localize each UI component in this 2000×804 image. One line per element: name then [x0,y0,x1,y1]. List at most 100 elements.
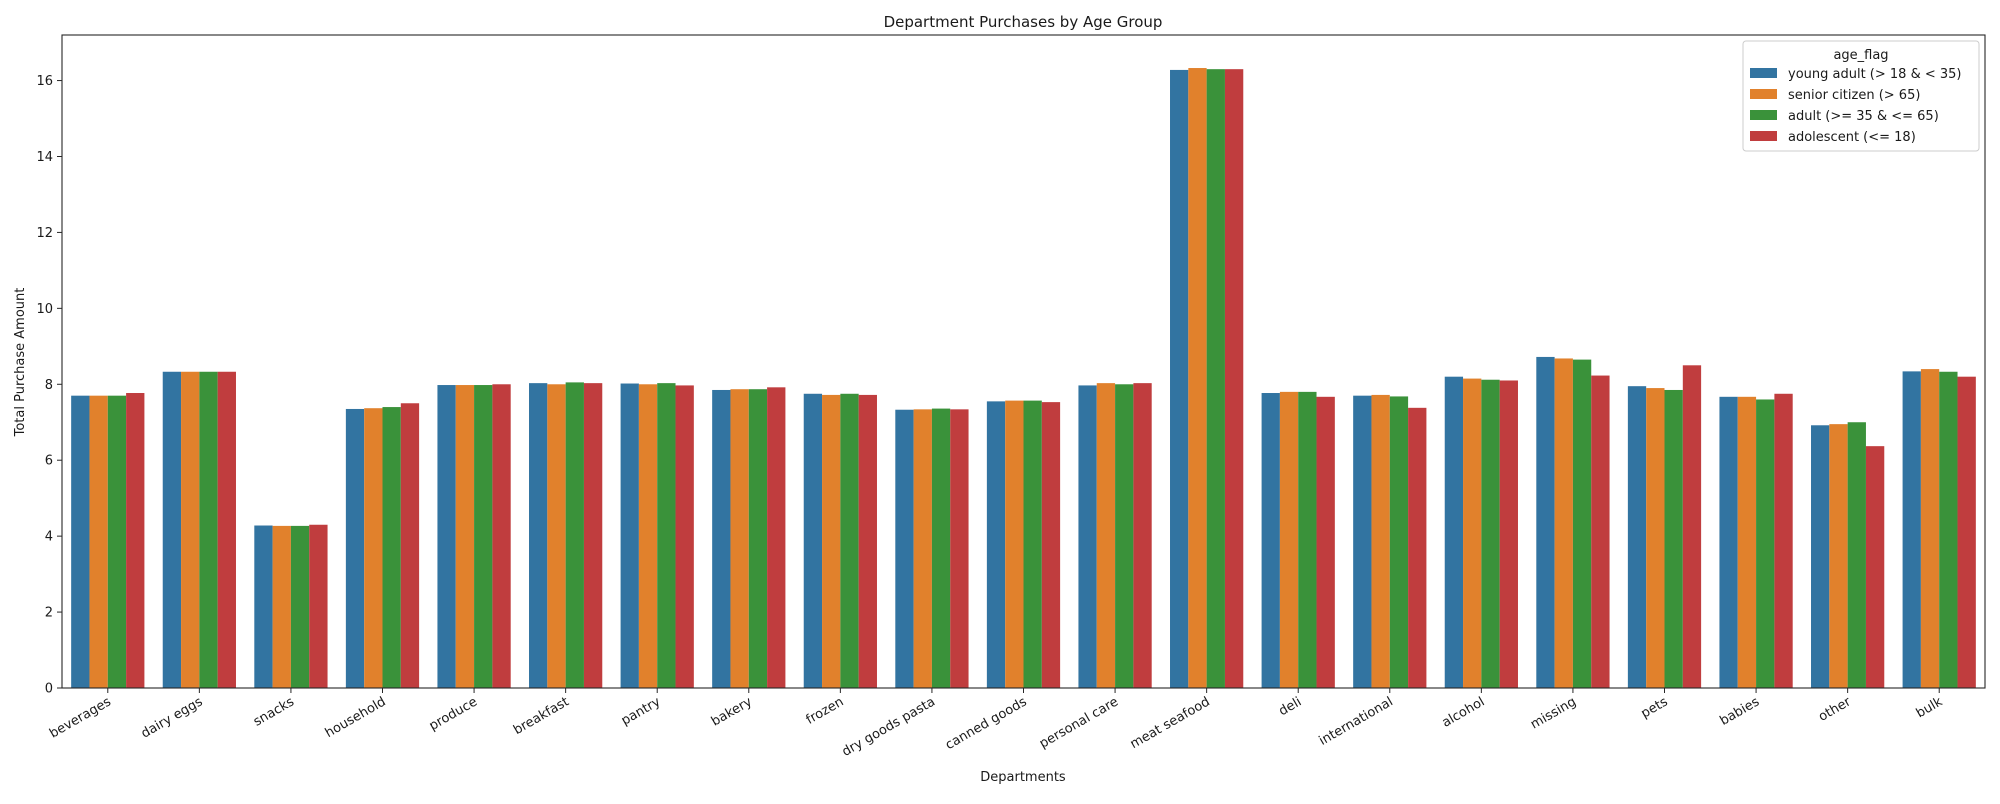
bar-0-2 [107,395,127,688]
legend-box [1742,40,1980,152]
bar-16-1 [1554,358,1573,688]
bar-18-1 [1737,396,1757,688]
bar-15-0 [1444,376,1464,688]
bar-11-1 [1096,383,1116,688]
legend-title: age_flag [1833,48,1888,63]
bar-5-2 [565,382,584,688]
bar-14-1 [1371,394,1390,688]
bar-7-1 [730,389,749,688]
bar-17-1 [1646,388,1665,688]
y-tick-label: 8 [45,378,53,393]
bar-18-2 [1756,399,1775,688]
bar-9-2 [931,408,951,688]
bar-17-0 [1627,386,1647,688]
x-tick-label: pantry [619,694,664,728]
x-tick-label: alcohol [1440,694,1488,730]
legend-entry: senior citizen (> 65) [1788,88,1920,103]
bar-4-0 [437,385,456,688]
bar-14-3 [1408,407,1427,688]
bar-0-0 [71,395,90,688]
bar-15-3 [1499,380,1518,688]
bar-9-3 [950,409,969,688]
bar-8-1 [822,394,841,688]
bar-19-0 [1811,425,1830,688]
bar-12-1 [1188,68,1207,688]
bar-0-3 [126,393,145,688]
bar-2-0 [254,525,273,688]
bar-12-2 [1206,69,1225,689]
bar-7-0 [712,389,731,688]
bar-10-2 [1023,400,1042,688]
bar-19-3 [1865,446,1885,688]
bar-13-2 [1298,391,1317,688]
y-tick-label: 16 [36,74,53,89]
bar-10-1 [1005,400,1024,688]
y-tick-label: 10 [36,302,53,317]
bar-1-3 [217,371,236,688]
bar-13-0 [1261,393,1280,688]
x-tick-label: personal care [1037,694,1121,751]
bar-9-1 [913,409,932,688]
bar-4-3 [492,384,511,688]
bar-13-3 [1316,396,1335,688]
x-tick-label: bakery [709,694,755,729]
legend: age_flag young adult (> 18 & < 35) senior… [1742,40,1980,152]
bar-11-2 [1115,384,1134,688]
bar-1-1 [181,371,200,688]
bar-8-0 [803,393,823,688]
legend-swatch [1750,131,1777,141]
bar-10-3 [1041,402,1061,688]
bar-5-0 [529,383,548,688]
bar-6-2 [657,383,676,688]
bar-14-0 [1353,395,1372,688]
y-tick-label: 2 [45,606,53,621]
bar-16-3 [1591,375,1610,688]
bar-2-1 [272,525,291,688]
x-tick-label: household [323,694,389,741]
bar-5-3 [583,383,603,688]
legend-swatch [1750,68,1777,78]
x-tick-label: missing [1528,694,1579,732]
x-tick-label: other [1816,694,1854,725]
bar-20-3 [1957,376,1976,688]
x-tick-label: international [1317,694,1396,748]
bar-1-0 [162,371,182,688]
bar-2-2 [290,525,310,688]
bar-19-1 [1829,424,1848,688]
bar-9-0 [895,409,914,688]
chart-title: Department Purchases by Age Group [884,13,1163,31]
y-tick-label: 0 [45,682,53,697]
x-tick-label: deli [1276,694,1304,719]
bar-7-3 [767,387,786,688]
x-tick-label: babies [1717,694,1762,729]
bar-8-3 [858,394,877,688]
bar-15-2 [1481,379,1500,688]
y-axis: 0 2 4 6 8 10 12 14 16 [36,74,62,697]
bar-5-1 [547,384,566,688]
bar-18-0 [1719,396,1738,688]
bar-4-1 [455,385,475,688]
y-tick-label: 14 [36,150,53,165]
bar-2-3 [309,524,328,688]
x-axis-label: Departments [980,770,1066,785]
bar-6-0 [620,383,639,688]
bar-10-0 [986,401,1006,688]
legend-entry: adult (>= 35 & <= 65) [1788,109,1939,124]
bars-group [71,68,1976,689]
bar-3-3 [400,403,420,688]
bar-20-0 [1902,371,1921,688]
legend-swatch [1750,110,1777,120]
x-tick-label: bulk [1914,694,1946,721]
legend-items: young adult (> 18 & < 35) senior citizen … [1750,67,1962,145]
bar-6-3 [675,385,694,688]
bar-14-2 [1389,396,1409,688]
bar-1-2 [199,371,218,688]
bar-17-3 [1682,365,1702,688]
x-tick-label: breakfast [511,694,572,738]
bar-8-2 [840,393,859,688]
bar-7-2 [748,389,768,688]
bar-4-2 [474,385,493,688]
bar-18-3 [1774,393,1793,688]
